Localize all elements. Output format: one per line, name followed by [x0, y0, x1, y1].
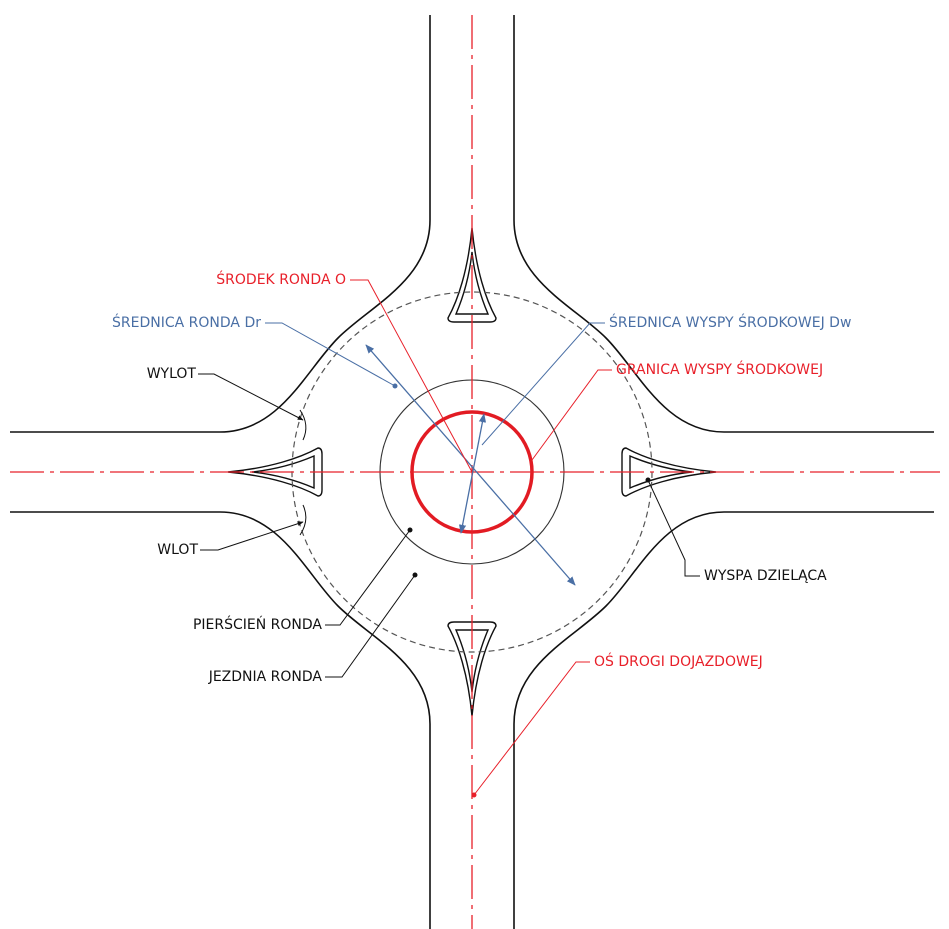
label-axis: OŚ DROGI DOJAZDOWEJ	[594, 652, 763, 670]
label-ring: PIERŚCIEŃ RONDA	[193, 615, 322, 633]
entry-markers	[299, 409, 307, 536]
label-diameter-island: ŚREDNICA WYSPY ŚRODKOWEJ Dw	[609, 313, 851, 331]
label-roadway: JEZDNIA RONDA	[208, 669, 323, 685]
label-island-border: GRANICA WYSPY ŚRODKOWEJ	[616, 360, 823, 378]
label-exit: WYLOT	[147, 366, 197, 382]
dimensions	[365, 344, 576, 586]
leaders	[198, 279, 700, 798]
label-center: ŚRODEK RONDA O	[216, 270, 346, 288]
label-entry: WLOT	[157, 542, 198, 558]
label-splitter: WYSPA DZIELĄCA	[704, 568, 827, 584]
label-diameter-ring: ŚREDNICA RONDA Dr	[112, 313, 261, 331]
